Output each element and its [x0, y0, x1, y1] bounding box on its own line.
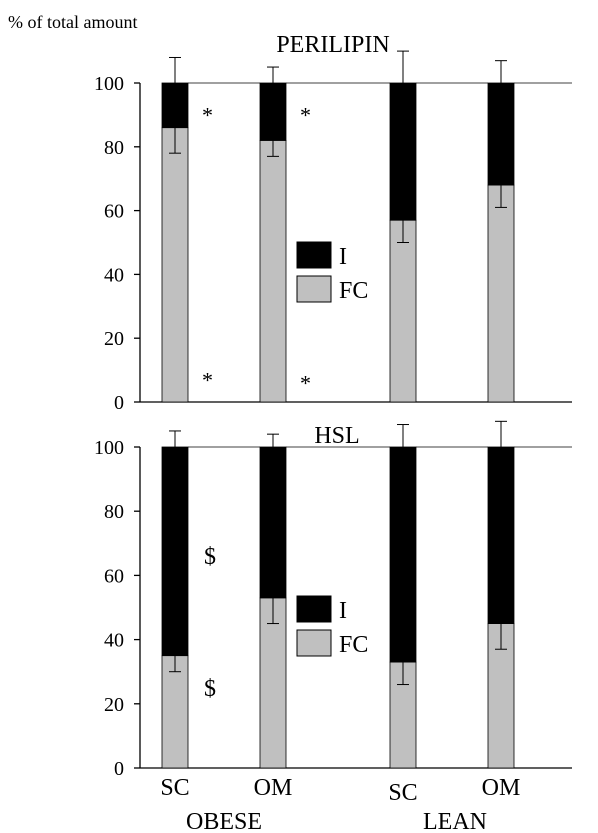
y-tick-label: 100 [94, 437, 124, 459]
group-label-lean: LEAN [423, 809, 487, 833]
y-tick-label: 80 [104, 501, 124, 523]
chart-panel-2: HSL 0 20 40 60 80 100 $ $ I FC SC OM SC OM [94, 420, 572, 806]
y-tick-label: 40 [104, 630, 124, 652]
legend-swatch-fc [296, 275, 332, 303]
bar-i [389, 446, 417, 663]
significance-marker: * [300, 370, 311, 395]
legend: I FC [296, 595, 368, 658]
x-tick-label: SC [160, 775, 189, 801]
chart-title: HSL [314, 423, 359, 449]
significance-marker: * [300, 103, 311, 128]
y-tick-label: 20 [104, 328, 124, 350]
bar-fc [487, 184, 515, 403]
legend-swatch-fc [296, 629, 332, 657]
y-tick-label: 40 [104, 264, 124, 286]
legend-swatch-i [296, 241, 332, 269]
legend-label-fc: FC [339, 278, 368, 304]
bar-fc [161, 127, 189, 403]
legend-label-fc: FC [339, 632, 368, 658]
y-tick-label: 100 [94, 73, 124, 95]
bar-i [487, 82, 515, 186]
chart-panel-1: PERILIPIN 0 20 40 60 80 100 * * * * I FC [94, 32, 572, 414]
significance-marker: * [202, 367, 213, 392]
bar-fc [389, 219, 417, 403]
y-axis-label: % of total amount [8, 12, 137, 32]
y-tick-label: 60 [104, 201, 124, 223]
significance-marker: $ [204, 676, 216, 702]
legend-label-i: I [339, 244, 347, 270]
legend-swatch-i [296, 595, 332, 623]
bar-i [161, 82, 189, 129]
bar-fc [259, 597, 287, 769]
bar-i [259, 446, 287, 599]
bar-i [389, 82, 417, 221]
x-tick-label: OM [254, 775, 293, 801]
y-tick-label: 0 [114, 392, 124, 414]
y-tick-label: 20 [104, 694, 124, 716]
significance-marker: * [202, 103, 213, 128]
legend-label-i: I [339, 598, 347, 624]
y-tick-label: 0 [114, 758, 124, 780]
legend: I FC [296, 241, 368, 304]
bar-i [161, 446, 189, 657]
y-tick-label: 60 [104, 565, 124, 587]
group-label-obese: OBESE [186, 809, 262, 833]
y-tick-label: 80 [104, 137, 124, 159]
chart-title: PERILIPIN [276, 32, 389, 58]
bar-i [487, 446, 515, 624]
x-tick-label: OM [482, 775, 521, 801]
significance-marker: $ [204, 544, 216, 570]
bar-i [259, 82, 287, 141]
bar-fc [259, 140, 287, 403]
bar-fc [161, 655, 189, 769]
x-tick-label: SC [388, 780, 417, 806]
